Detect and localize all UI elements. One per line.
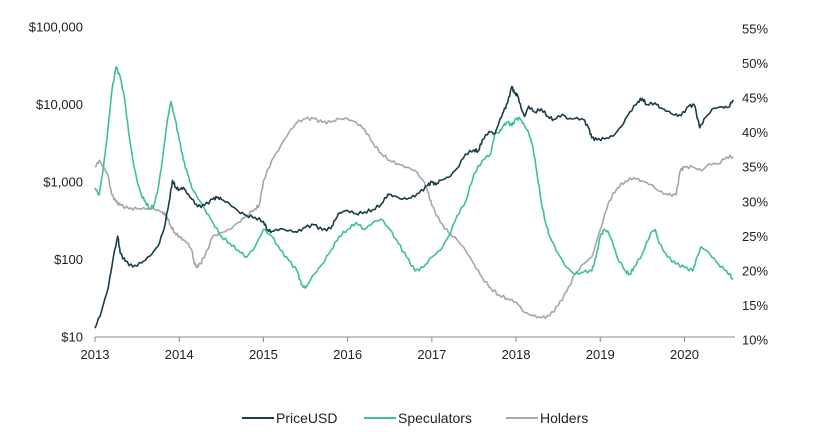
right-tick-label: 30%: [742, 194, 768, 209]
legend-label: PriceUSD: [276, 410, 337, 426]
series-line-priceusd: [94, 85, 735, 329]
legend: PriceUSD Speculators Holders: [242, 410, 588, 426]
left-tick-label: $1,000: [43, 175, 83, 190]
right-tick-label: 20%: [742, 263, 768, 278]
series-line-holders: [94, 116, 734, 319]
x-tick-label: 2013: [81, 347, 110, 362]
series-layer: [94, 66, 735, 329]
right-tick-label: 40%: [742, 125, 768, 140]
legend-item-priceusd: PriceUSD: [242, 410, 337, 426]
x-tick-label: 2018: [502, 347, 531, 362]
x-tick-label: 2019: [586, 347, 615, 362]
left-tick-label: $100: [54, 252, 83, 267]
legend-label: Holders: [540, 410, 588, 426]
x-tick-label: 2015: [249, 347, 278, 362]
series-line-speculators: [94, 66, 734, 289]
right-tick-label: 10%: [742, 333, 768, 348]
right-tick-label: 25%: [742, 229, 768, 244]
legend-item-speculators: Speculators: [364, 410, 472, 426]
right-tick-label: 15%: [742, 298, 768, 313]
left-axis: $10 $100 $1,000 $10,000 $100,000: [29, 20, 83, 345]
x-tick-label: 2014: [165, 347, 194, 362]
left-tick-label: $10: [61, 330, 83, 345]
x-tick-label: 2017: [417, 347, 446, 362]
x-axis: 2013 2014 2015 2016 2017 2018 2019 2020: [81, 337, 699, 362]
right-axis: 10% 15% 20% 25% 30% 35% 40% 45% 50% 55%: [742, 22, 768, 348]
right-tick-label: 50%: [742, 56, 768, 71]
right-tick-label: 45%: [742, 91, 768, 106]
x-tick-label: 2020: [670, 347, 699, 362]
legend-label: Speculators: [398, 410, 472, 426]
right-tick-label: 35%: [742, 160, 768, 175]
right-tick-label: 55%: [742, 22, 768, 37]
left-tick-label: $100,000: [29, 20, 83, 35]
legend-item-holders: Holders: [506, 410, 588, 426]
left-tick-label: $10,000: [36, 97, 83, 112]
x-tick-label: 2016: [333, 347, 362, 362]
